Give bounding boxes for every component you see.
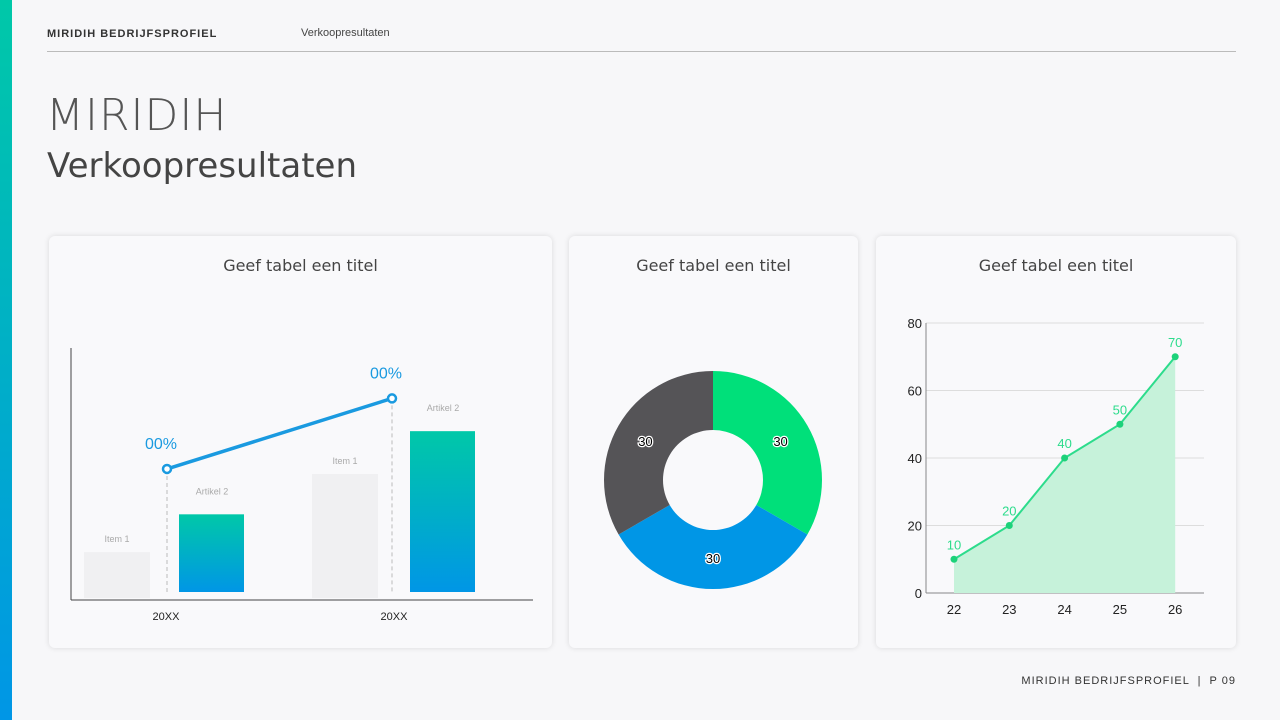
donut-chart-card: Geef tabel een titel 30 30 30: [569, 236, 858, 648]
data-point: [1116, 420, 1124, 428]
line-label: 00%: [145, 436, 177, 453]
donut-slice: [618, 505, 808, 589]
header-section: Verkoopresultaten: [301, 27, 390, 39]
bar-chart: Item 1 Artikel 2 20XX 00% Item 1 Artikel 2 20X…: [70, 348, 533, 623]
line-label: 00%: [370, 365, 402, 382]
x-tick-label: 23: [1002, 602, 1016, 617]
chart-title: Geef tabel een titel: [223, 256, 378, 275]
x-tick-label: 26: [1168, 602, 1182, 617]
bar-label: Item 1: [104, 534, 129, 544]
data-label: 70: [1168, 335, 1182, 350]
page-subtitle: Verkoopresultaten: [47, 146, 358, 186]
data-point: [1005, 522, 1013, 529]
area-chart-card: Geef tabel een titel 0 20 40 60 80 10 22 20 23 40…: [876, 236, 1236, 648]
x-tick-label: 24: [1057, 602, 1071, 617]
donut-chart: 30 30 30: [604, 371, 822, 589]
x-tick-label: 25: [1113, 602, 1127, 617]
accent-bar: [0, 0, 12, 720]
x-tick-label: 20XX: [153, 611, 181, 623]
bar-label: Item 1: [332, 456, 357, 466]
data-label: 20: [1002, 504, 1016, 519]
footer-text: MIRIDIH BEDRIJFSPROFIEL | P 09: [1021, 675, 1236, 687]
line-point: [161, 463, 173, 475]
y-tick-label: 20: [908, 519, 922, 534]
data-label: 40: [1057, 436, 1071, 451]
bar-item-1: [312, 474, 378, 598]
area-fill: [954, 356, 1176, 593]
bar-chart-card: Geef tabel een titel Item 1 Artikel 2 20XX…: [49, 236, 552, 648]
data-label: 10: [947, 537, 961, 552]
bar-artikel-2: [179, 514, 244, 592]
bar-item-1: [84, 552, 150, 598]
y-tick-label: 60: [908, 384, 922, 399]
data-label: 50: [1113, 402, 1127, 417]
y-tick-label: 40: [908, 451, 922, 466]
slice-label: 30: [638, 434, 652, 449]
line-series: [166, 396, 393, 471]
data-point: [950, 555, 958, 563]
chart-title: Geef tabel een titel: [978, 256, 1134, 275]
header-brand: MIRIDIH BEDRIJFSPROFIEL: [47, 28, 218, 40]
line-point: [386, 393, 398, 404]
bar-artikel-2: [410, 431, 475, 592]
donut-slice: [604, 371, 713, 535]
bar-label: Artikel 2: [427, 403, 460, 413]
chart-title: Geef tabel een titel: [636, 256, 791, 275]
y-tick-label: 80: [908, 316, 922, 331]
data-point: [1061, 454, 1069, 462]
bar-label: Artikel 2: [196, 486, 229, 496]
donut-slice: [713, 371, 822, 535]
header-divider: [47, 51, 1236, 52]
data-point: [1171, 353, 1179, 361]
y-tick-label: 0: [915, 586, 922, 601]
slice-label: 30: [706, 551, 720, 566]
area-chart: 0 20 40 60 80 10 22 20 23 40 24 50 25 70 26: [908, 316, 1204, 617]
page-title: MIRIDIH: [46, 90, 228, 141]
slice-label: 30: [773, 434, 787, 449]
x-tick-label: 20XX: [381, 611, 409, 623]
x-tick-label: 22: [947, 602, 961, 617]
